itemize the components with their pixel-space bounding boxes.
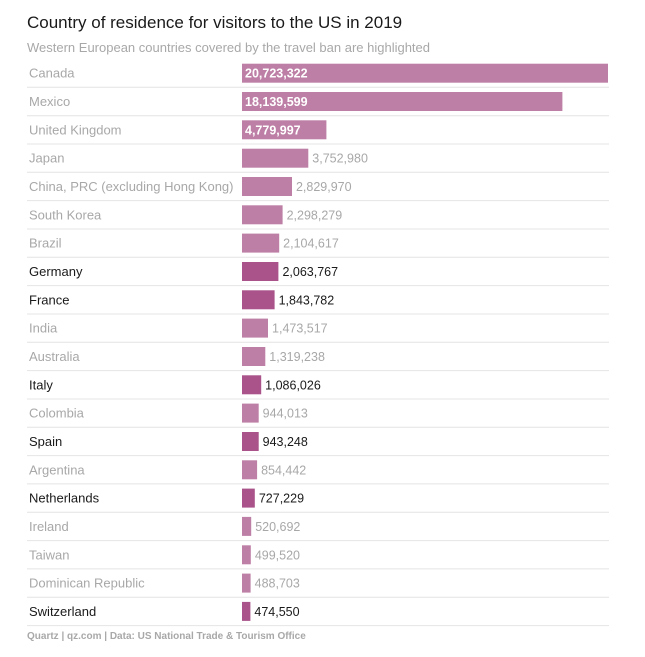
bar — [242, 177, 292, 196]
category-label: Italy — [29, 377, 53, 392]
bar — [242, 63, 608, 83]
bar — [242, 233, 280, 253]
value-label: 1,473,517 — [272, 322, 328, 336]
category-label: United Kingdom — [29, 122, 122, 137]
category-label: Colombia — [29, 406, 85, 421]
category-label: Switzerland — [29, 604, 96, 619]
bar — [242, 403, 259, 423]
category-label: China, PRC (excluding Hong Kong) — [29, 179, 234, 194]
category-label: Argentina — [29, 462, 85, 477]
bar — [242, 432, 259, 451]
value-label: 18,139,599 — [245, 95, 308, 109]
value-label: 4,779,997 — [245, 123, 301, 137]
bar — [242, 92, 563, 111]
category-label: France — [29, 292, 69, 307]
value-label: 943,248 — [263, 435, 308, 449]
category-label: Australia — [29, 349, 80, 364]
value-label: 1,843,782 — [279, 293, 335, 307]
value-label: 2,298,279 — [287, 208, 343, 222]
category-label: Mexico — [29, 94, 70, 109]
bar — [242, 347, 266, 366]
category-label: Ireland — [29, 519, 69, 534]
bar — [242, 205, 283, 225]
source-note: Quartz | qz.com | Data: US National Trad… — [27, 631, 306, 642]
bar — [242, 573, 251, 593]
bar — [242, 120, 327, 140]
value-label: 2,063,767 — [282, 265, 338, 279]
bar — [242, 460, 258, 480]
bar — [242, 290, 275, 310]
bar — [242, 375, 262, 395]
category-label: Canada — [29, 66, 75, 81]
value-label: 2,829,970 — [296, 180, 352, 194]
category-label: India — [29, 321, 58, 336]
category-label: Netherlands — [29, 491, 100, 506]
chart-subtitle: Western European countries covered by th… — [27, 40, 431, 55]
value-label: 520,692 — [255, 520, 300, 534]
value-label: 488,703 — [255, 577, 300, 591]
value-label: 944,013 — [263, 407, 308, 421]
category-label: Taiwan — [29, 547, 69, 562]
bar — [242, 516, 252, 536]
category-label: South Korea — [29, 207, 102, 222]
bar — [242, 545, 251, 565]
value-label: 1,086,026 — [265, 378, 321, 392]
category-label: Germany — [29, 264, 83, 279]
chart-title: Country of residence for visitors to the… — [27, 13, 403, 32]
bar — [242, 262, 279, 281]
bar — [242, 148, 309, 168]
category-label: Dominican Republic — [29, 576, 145, 591]
value-label: 474,550 — [254, 605, 299, 619]
value-label: 1,319,238 — [269, 350, 325, 364]
bar-chart: Canada 20,723,322 Mexico 18,139,599 United K… — [27, 63, 609, 627]
value-label: 854,442 — [261, 463, 306, 477]
value-label: 2,104,617 — [283, 237, 339, 251]
bar — [242, 488, 255, 508]
category-label: Japan — [29, 151, 64, 166]
value-label: 20,723,322 — [245, 67, 308, 81]
bar — [242, 601, 251, 621]
category-label: Brazil — [29, 236, 62, 251]
value-label: 727,229 — [259, 492, 304, 506]
category-label: Spain — [29, 434, 62, 449]
value-label: 499,520 — [255, 548, 300, 562]
bar — [242, 318, 268, 338]
value-label: 3,752,980 — [312, 152, 368, 166]
